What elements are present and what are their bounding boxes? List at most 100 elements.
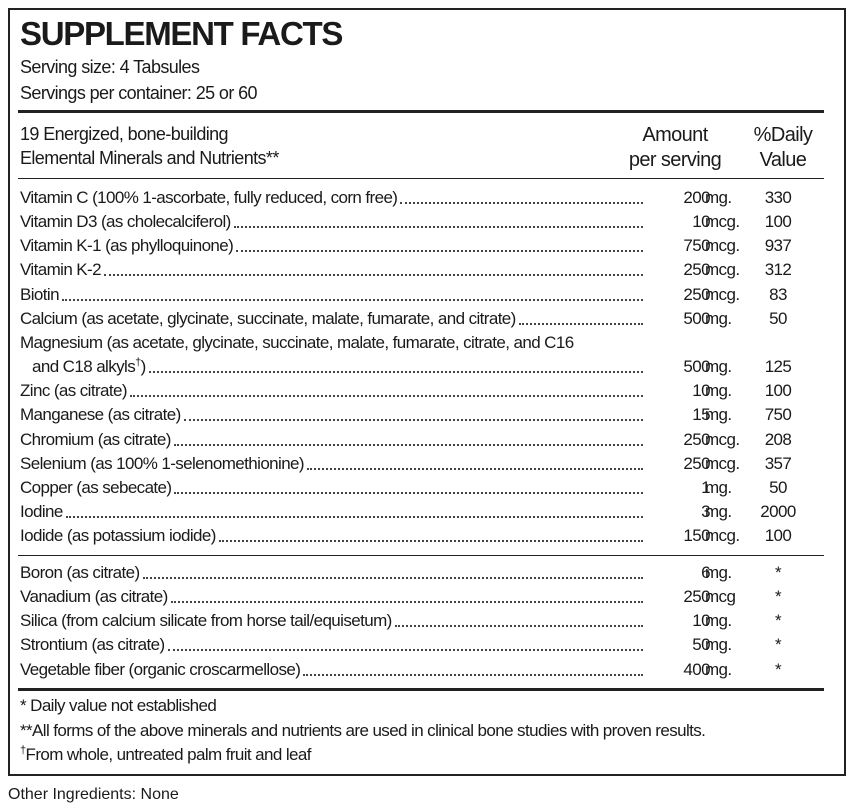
unit: mcg. <box>705 526 740 546</box>
leader: Zinc (as citrate) <box>20 380 645 402</box>
nutrient-name: Iodide (as potassium iodide) <box>20 526 216 546</box>
unit: mcg. <box>705 260 740 280</box>
dot-leader <box>394 610 643 628</box>
footnote-mark: † <box>20 744 26 757</box>
daily-value: 937 <box>764 236 792 256</box>
daily-value: * <box>774 563 782 582</box>
amount: 500 <box>683 357 710 377</box>
daily-value: * <box>774 659 782 679</box>
footnote: **All forms of the above minerals and nu… <box>20 720 706 742</box>
label-box <box>8 8 846 776</box>
leader: Selenium (as 100% 1-selenomethionine) <box>20 453 645 475</box>
amount: 3 <box>701 501 710 521</box>
nutrient-name: Manganese (as citrate) <box>20 405 181 425</box>
nutrient-name: Chromium (as citrate) <box>20 429 171 449</box>
nutrient-name: Zinc (as citrate) <box>20 381 128 401</box>
unit: mcg. <box>705 429 740 449</box>
unit: mg. <box>705 501 732 521</box>
daily-value: 100 <box>764 526 792 546</box>
dot-leader <box>400 187 643 204</box>
footnote-text: * Daily value not established <box>20 696 217 715</box>
nutrient-name: Strontium (as citrate) <box>20 635 165 655</box>
leader: Vegetable fiber (organic croscarmellose) <box>20 659 645 681</box>
daily-value: 357 <box>764 453 792 473</box>
unit: mg. <box>705 659 732 679</box>
unit: mg. <box>705 611 732 631</box>
nutrient-name: and C18 alkyls <box>32 357 136 377</box>
leader: Vitamin K-2 <box>20 259 645 281</box>
daily-value: 100 <box>764 381 792 401</box>
leader: Vitamin D3 (as cholecalciferol) <box>20 211 645 233</box>
row: Magnesium (as acetate, glycinate, succin… <box>20 332 574 354</box>
daily-value: 750 <box>764 405 792 425</box>
dot-leader <box>148 356 643 374</box>
leader: Vitamin K-1 (as phylloquinone) <box>20 235 645 257</box>
leader: Iodide (as potassium iodide) <box>20 525 645 547</box>
unit: mcg. <box>705 284 740 304</box>
leader: Boron (as citrate) <box>20 562 645 584</box>
dot-leader <box>170 586 643 604</box>
amount: 150 <box>683 526 710 546</box>
column-amount: per serving <box>628 149 722 171</box>
nutrient-name: Biotin <box>20 284 60 304</box>
daily-value: * <box>774 611 782 631</box>
leader: Copper (as sebecate) <box>20 477 645 499</box>
daily-value: 83 <box>769 284 787 304</box>
nutrient-name: Vitamin D3 (as cholecalciferol) <box>20 212 231 232</box>
amount: 400 <box>683 659 710 679</box>
dot-leader <box>65 501 643 518</box>
footnote-text: **All forms of the above minerals and nu… <box>20 720 706 740</box>
thin-rule <box>18 178 824 179</box>
leader: Biotin <box>20 284 645 306</box>
serving-size: Serving size: 4 Tabsules <box>20 57 200 77</box>
leader: Manganese (as citrate) <box>20 404 645 426</box>
leader: Calcium (as acetate, glycinate, succinat… <box>20 308 645 330</box>
amount: 10 <box>692 212 710 232</box>
dot-leader <box>129 380 643 398</box>
amount: 250 <box>683 284 710 304</box>
thick-rule <box>18 110 824 113</box>
leader: Silica (from calcium silicate from horse… <box>20 610 645 632</box>
daily-value: 100 <box>764 212 792 232</box>
amount: 250 <box>683 453 710 473</box>
footnote-mark: † <box>135 356 141 369</box>
footnote: †From whole, untreated palm fruit and le… <box>20 744 311 766</box>
thin-rule <box>18 555 824 556</box>
amount: 6 <box>701 563 710 582</box>
unit: mcg. <box>705 453 740 473</box>
amount: 750 <box>683 236 710 256</box>
nutrient-name: Vitamin K-1 (as phylloquinone) <box>20 236 234 256</box>
dot-leader <box>233 211 643 229</box>
nutrient-name: and C18 alkyls†) <box>20 356 146 378</box>
unit: mg. <box>705 381 732 401</box>
unit: mg. <box>705 635 732 655</box>
dot-leader <box>167 634 643 652</box>
leader: Vanadium (as citrate) <box>20 586 645 608</box>
dot-leader <box>218 525 643 543</box>
unit: mg. <box>705 357 732 377</box>
other-ingredients: Other Ingredients: None <box>8 786 179 803</box>
dot-leader <box>173 429 643 446</box>
unit: mg. <box>705 563 732 582</box>
unit: mg. <box>705 188 732 207</box>
daily-value: 2000 <box>760 501 796 521</box>
dot-leader <box>142 562 643 579</box>
daily-value: 330 <box>764 188 792 207</box>
daily-value: 125 <box>764 357 792 377</box>
nutrient-name: Silica (from calcium silicate from horse… <box>20 611 392 631</box>
nutrient-name: Iodine <box>20 501 63 521</box>
amount: 200 <box>683 188 710 207</box>
footnote: * Daily value not established <box>20 695 217 717</box>
nutrient-name: Vitamin K-2 <box>20 260 102 280</box>
dot-leader <box>306 453 643 470</box>
servings-per-container: Servings per container: 25 or 60 <box>20 83 258 103</box>
nutrient-name: Vanadium (as citrate) <box>20 587 168 607</box>
nutrient-name: Magnesium (as acetate, glycinate, succin… <box>20 332 574 352</box>
daily-value: 50 <box>769 308 787 328</box>
amount: 250 <box>683 429 710 449</box>
column-daily-value: Value <box>759 149 807 171</box>
dot-leader <box>236 235 643 253</box>
leader: Chromium (as citrate) <box>20 429 645 451</box>
dot-leader <box>303 659 643 676</box>
